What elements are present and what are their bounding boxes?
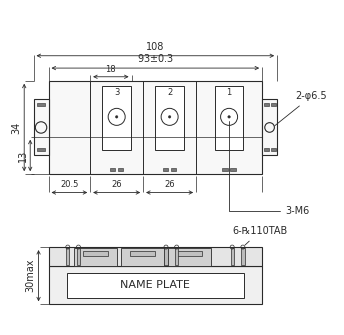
- Text: 2: 2: [167, 88, 172, 97]
- Bar: [37, 104, 45, 107]
- Bar: [264, 148, 269, 151]
- Text: 30max: 30max: [25, 259, 35, 292]
- Bar: [67, 273, 244, 297]
- Text: 2-φ6.5: 2-φ6.5: [275, 91, 327, 126]
- Text: 108: 108: [146, 42, 164, 52]
- Bar: [230, 248, 234, 265]
- Text: 18: 18: [106, 65, 116, 74]
- Bar: [262, 99, 277, 155]
- Bar: [241, 248, 245, 265]
- Bar: [230, 168, 236, 171]
- Bar: [130, 251, 155, 256]
- Text: 20.5: 20.5: [60, 180, 78, 189]
- Bar: [271, 148, 276, 151]
- Circle shape: [168, 116, 171, 118]
- Bar: [215, 86, 243, 150]
- Text: 6-℞110TAB: 6-℞110TAB: [232, 226, 287, 245]
- Bar: [77, 248, 80, 265]
- Text: 26: 26: [164, 180, 175, 189]
- Bar: [177, 251, 202, 256]
- Bar: [110, 168, 115, 171]
- Text: 3-M6: 3-M6: [229, 121, 310, 216]
- Bar: [264, 104, 269, 107]
- Bar: [118, 168, 123, 171]
- Bar: [49, 81, 262, 174]
- Bar: [155, 86, 184, 150]
- Bar: [121, 248, 164, 266]
- Text: 13: 13: [18, 149, 28, 161]
- Bar: [175, 248, 178, 265]
- Bar: [66, 248, 69, 265]
- Bar: [49, 266, 262, 304]
- Bar: [83, 251, 108, 256]
- Text: NAME PLATE: NAME PLATE: [120, 280, 190, 290]
- Bar: [49, 247, 262, 266]
- Circle shape: [228, 116, 230, 118]
- Bar: [171, 168, 176, 171]
- Bar: [103, 86, 131, 150]
- Text: 3: 3: [114, 88, 119, 97]
- Bar: [168, 248, 211, 266]
- Bar: [271, 104, 276, 107]
- Bar: [163, 168, 168, 171]
- Bar: [34, 99, 49, 155]
- Bar: [37, 148, 45, 151]
- Bar: [164, 248, 168, 265]
- Text: 1: 1: [226, 88, 232, 97]
- Text: 34: 34: [11, 121, 21, 134]
- Text: 26: 26: [111, 180, 122, 189]
- Bar: [74, 248, 117, 266]
- Bar: [223, 168, 228, 171]
- Text: 93$\pm$0.3: 93$\pm$0.3: [137, 52, 174, 64]
- Circle shape: [115, 116, 118, 118]
